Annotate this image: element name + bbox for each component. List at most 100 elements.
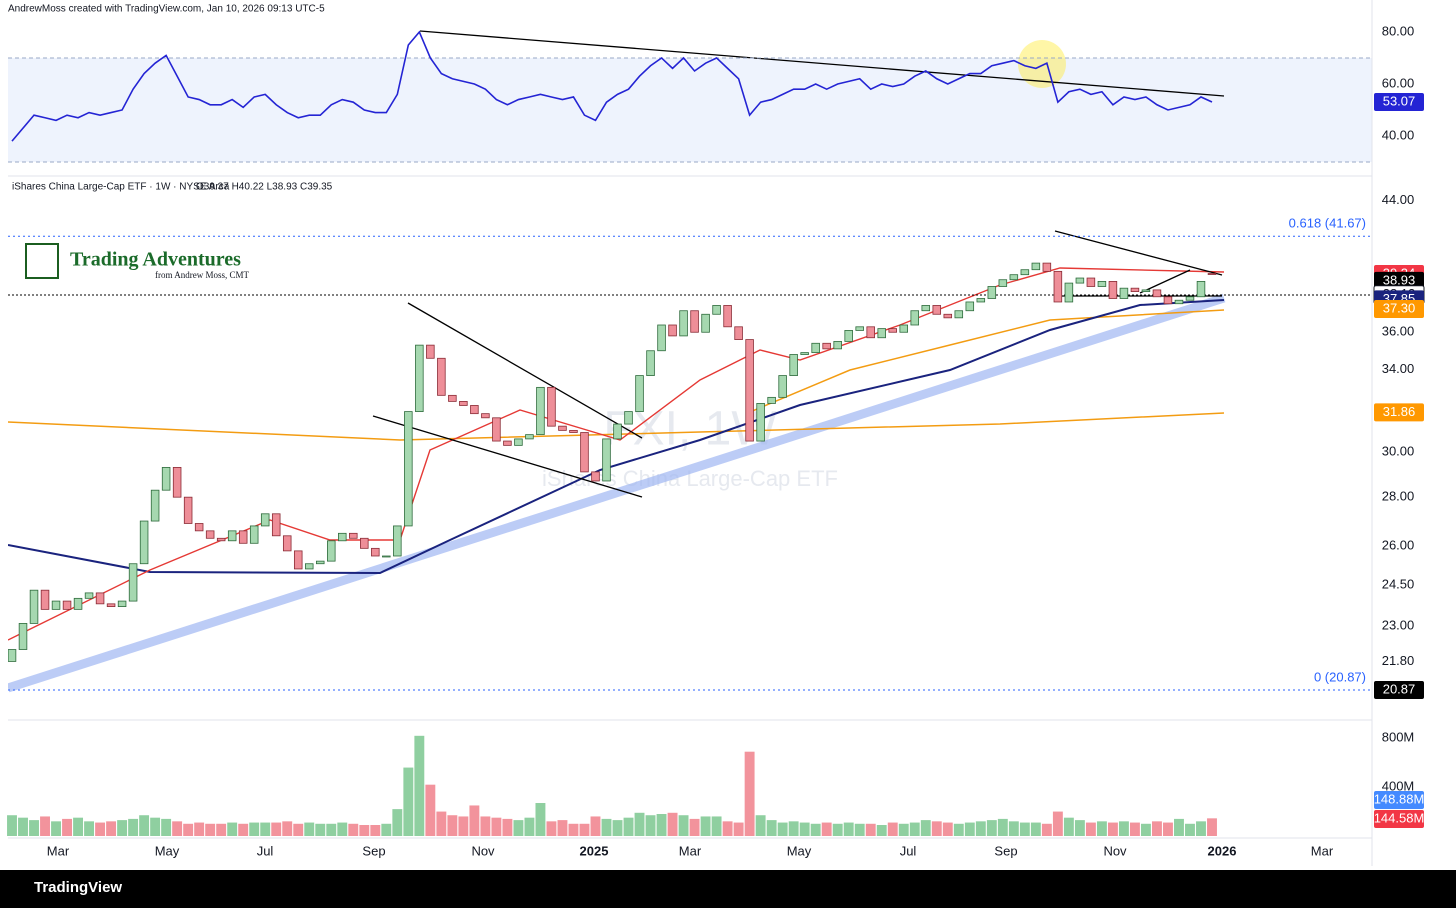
- candle-body: [1141, 289, 1151, 293]
- volume-bar: [722, 821, 733, 836]
- volume-bar: [535, 803, 546, 836]
- price-tag: [1374, 92, 1424, 111]
- candle-body: [227, 530, 237, 542]
- volume-bar: [766, 820, 777, 836]
- candle-body: [965, 301, 975, 312]
- candle-body: [503, 440, 512, 446]
- volume-bar: [1063, 817, 1074, 836]
- logo-sub: from Andrew Moss, CMT: [155, 270, 250, 280]
- price-tag: [1374, 403, 1424, 422]
- x-tick-label: Mar: [1311, 843, 1334, 858]
- volume-bar: [1107, 822, 1118, 836]
- volume-bar: [1174, 818, 1184, 836]
- volume-bar: [1074, 820, 1085, 836]
- volume-bar: [40, 816, 50, 836]
- candle-body: [194, 523, 204, 532]
- candle-body: [690, 310, 699, 333]
- volume-bar: [964, 822, 975, 836]
- volume-bar: [931, 821, 942, 836]
- price-pane: [8, 235, 1372, 691]
- volume-bar: [194, 822, 205, 836]
- fib-label: 0.618 (41.67): [1289, 216, 1366, 231]
- ma-200: [8, 412, 1225, 441]
- candle-body: [205, 530, 215, 539]
- x-tick-label: Mar: [679, 843, 702, 858]
- footer: [0, 870, 1456, 908]
- candle-body: [1086, 277, 1096, 287]
- rsi-band: [8, 58, 1372, 162]
- candle-body: [756, 403, 765, 442]
- volume-bar: [128, 818, 139, 836]
- candle-body: [249, 525, 259, 544]
- volume-bar: [436, 811, 447, 836]
- candle-body: [437, 357, 446, 396]
- volume-bar: [1030, 822, 1041, 836]
- candle-body: [877, 328, 886, 339]
- candle-body: [1097, 281, 1107, 287]
- candle-body: [998, 279, 1008, 287]
- y-tick-label: 80.00: [1382, 23, 1415, 38]
- candle-body: [382, 555, 391, 558]
- channel: [8, 293, 1226, 693]
- y-tick-label: 800M: [1382, 730, 1415, 745]
- volume-bar: [161, 818, 172, 836]
- candle-body: [84, 592, 94, 599]
- volume-bar: [667, 812, 678, 836]
- volume-bar: [513, 820, 524, 836]
- ohlc: O39.37 H40.22 L38.93 C39.35: [196, 182, 333, 193]
- candle-body: [95, 592, 105, 605]
- trendline: [419, 30, 1225, 97]
- volume-bar: [359, 825, 370, 836]
- candle-body: [18, 623, 28, 650]
- candle-body: [514, 438, 523, 446]
- x-tick-label: May: [787, 843, 812, 858]
- volume-bar: [469, 805, 480, 836]
- candle-body: [1031, 262, 1041, 271]
- candle-body: [1108, 281, 1118, 299]
- candle-body: [426, 344, 435, 359]
- y-tick-label: 24.50: [1382, 576, 1415, 591]
- x-tick-label: Jul: [900, 843, 917, 858]
- volume-bar: [381, 823, 392, 836]
- volume-bar: [491, 817, 502, 836]
- candle-body: [150, 489, 160, 522]
- ma-navy: [8, 299, 1225, 575]
- candle-body: [238, 530, 248, 544]
- candle-body: [635, 375, 644, 413]
- ema: [8, 267, 1225, 641]
- y-tick-label: 400M: [1382, 779, 1415, 794]
- volume-bar: [172, 821, 183, 836]
- volume-bar: [315, 823, 326, 836]
- volume-bar: [326, 823, 337, 836]
- candle-body: [932, 305, 942, 315]
- candle-body: [646, 350, 655, 376]
- volume-bar: [260, 822, 271, 836]
- volume-bar: [865, 823, 876, 836]
- candle-body: [613, 423, 622, 440]
- x-tick-label: Sep: [994, 843, 1017, 858]
- candle-body: [161, 466, 171, 491]
- candle-body: [569, 429, 578, 433]
- candle-body: [62, 600, 72, 610]
- candle-body: [668, 324, 677, 337]
- candle-body: [1185, 296, 1195, 301]
- volume-bar: [854, 823, 865, 836]
- volume-bar: [425, 784, 436, 836]
- candle-body: [216, 537, 226, 542]
- volume-bar: [909, 822, 920, 836]
- candle-body: [128, 563, 138, 602]
- rsi-pane: [8, 30, 1372, 163]
- candle-body: [800, 352, 809, 355]
- footer-logo: TradingView: [34, 879, 122, 896]
- candle-body: [1152, 289, 1162, 298]
- volume-bar: [1207, 818, 1217, 836]
- candle-body: [139, 520, 149, 565]
- candle-body: [657, 324, 666, 352]
- y-tick-label: 44.00: [1382, 192, 1415, 207]
- candle-body: [778, 375, 787, 398]
- volume-bar: [1008, 821, 1019, 836]
- volume-bar: [480, 816, 491, 836]
- price-tag-label: 53.07: [1383, 93, 1416, 108]
- price-tag: [1374, 681, 1424, 700]
- volume-bar: [711, 816, 722, 836]
